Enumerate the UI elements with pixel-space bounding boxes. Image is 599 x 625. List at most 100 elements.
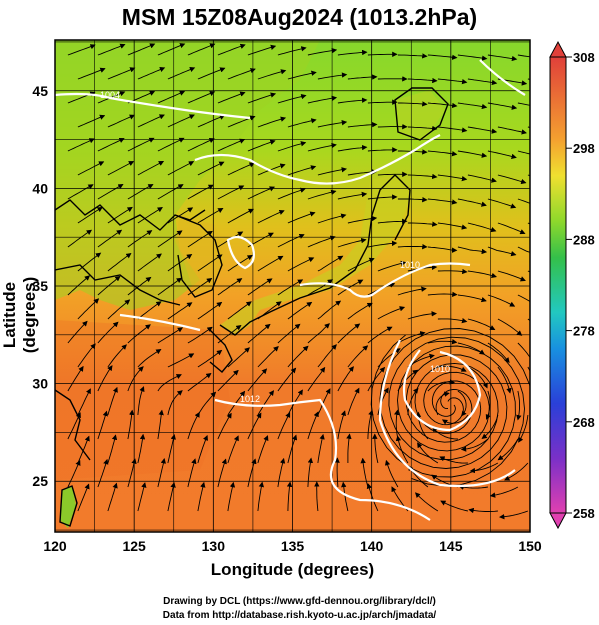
streamline [67, 275, 91, 296]
streamline [407, 77, 438, 84]
streamline [347, 387, 360, 416]
streamline [414, 492, 439, 512]
streamline [257, 163, 286, 176]
streamline [337, 97, 368, 104]
streamline [257, 345, 279, 368]
streamline [167, 67, 196, 80]
streamline [197, 391, 217, 416]
streamline [487, 102, 518, 110]
streamline [197, 349, 223, 368]
streamline [437, 317, 468, 324]
streamline [287, 345, 309, 368]
streamline [397, 369, 419, 392]
x-tick-label: 145 [439, 538, 463, 554]
isobar-central [194, 134, 441, 185]
streamline [77, 298, 100, 320]
streamline [317, 388, 331, 416]
streamline [217, 369, 239, 392]
streamline [77, 161, 105, 176]
streamline [377, 306, 406, 320]
streamline [427, 54, 458, 60]
streamline [97, 275, 121, 296]
streamline [167, 114, 195, 128]
streamline [366, 483, 379, 512]
streamline [517, 342, 530, 359]
colorbar: 308 298 288 278 268 258 [549, 40, 595, 530]
isobar-north-east [479, 59, 526, 96]
isobar-taiwan-east [119, 313, 201, 332]
y-tick-label: 25 [32, 473, 48, 489]
streamline [77, 114, 106, 128]
colorbar-tick-label: 288 [573, 232, 595, 247]
streamline [337, 279, 364, 296]
streamline [217, 458, 227, 488]
streamline [432, 426, 458, 440]
streamline [257, 435, 269, 464]
streamline [187, 411, 200, 440]
colorbar-tick-label: 298 [573, 141, 595, 156]
streamline [67, 138, 95, 152]
streamline [197, 481, 206, 512]
streamline [167, 302, 193, 320]
streamline [487, 198, 517, 209]
streamline [257, 209, 285, 224]
isobars [55, 59, 526, 521]
streamline [435, 391, 450, 416]
streamline [487, 246, 517, 257]
streamline [287, 301, 313, 320]
colorbar-ticks: 308 298 288 278 268 258 [566, 50, 595, 521]
streamline [517, 294, 530, 303]
streamline [307, 366, 326, 392]
streamline [367, 194, 398, 200]
figure-title: MSM 15Z08Aug2024 (1013.2hPa) [121, 4, 478, 30]
streamline [458, 484, 488, 490]
streamline [317, 300, 342, 320]
streamline [227, 254, 253, 272]
streamline [137, 482, 147, 512]
streamline [247, 458, 257, 488]
streamline [127, 43, 156, 56]
continent-landmass [55, 40, 320, 310]
y-tick-label: 45 [32, 83, 48, 99]
streamline [427, 379, 455, 392]
streamline [467, 126, 498, 134]
streamline [127, 458, 137, 488]
x-tick-label: 140 [360, 538, 384, 554]
streamline [197, 114, 226, 128]
colorbar-tick-label: 258 [573, 506, 595, 521]
streamline [460, 438, 489, 452]
streamline [257, 116, 287, 128]
streamline [497, 318, 523, 336]
streamline [457, 102, 488, 110]
streamline [217, 91, 246, 104]
streamline [257, 255, 284, 272]
streamline [97, 138, 125, 152]
streamline [77, 388, 91, 416]
streamline [97, 458, 109, 488]
credit-data: Data from http://database.rish.kyoto-u.a… [162, 610, 437, 621]
streamline [67, 459, 81, 488]
streamline [367, 366, 386, 392]
streamline [187, 458, 197, 488]
streamline [287, 257, 315, 272]
streamline [217, 278, 243, 296]
streamline [157, 137, 185, 152]
typhoon-spiral-arm [370, 334, 516, 478]
streamline [487, 150, 517, 159]
isobar-south [214, 398, 431, 521]
streamline [467, 270, 497, 279]
streamline [277, 279, 304, 296]
streamline [137, 114, 165, 128]
streamline [167, 161, 195, 176]
typhoon-spiral-arm [388, 336, 525, 487]
streamline [487, 294, 516, 307]
streamline [77, 252, 102, 272]
streamline [468, 507, 498, 514]
streamline [277, 141, 307, 152]
streamline [77, 67, 106, 80]
streamline [337, 191, 368, 200]
streamline [307, 189, 337, 200]
streamline [97, 410, 108, 440]
wind-streamlines [67, 43, 530, 520]
streamline [227, 390, 246, 416]
